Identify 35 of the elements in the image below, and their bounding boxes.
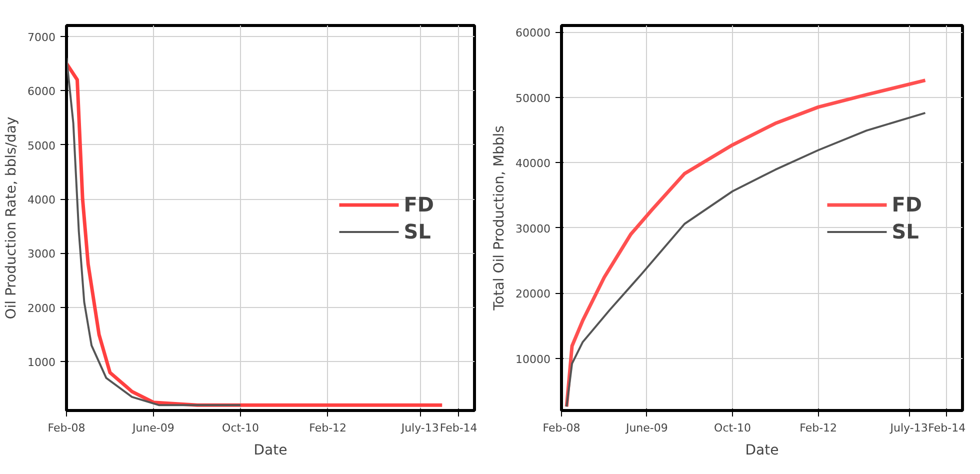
x-tick-label: Feb-12 xyxy=(309,422,347,434)
legend-label: FD xyxy=(892,192,922,216)
x-tick-label: June-09 xyxy=(624,422,668,434)
x-tick-label: Feb-14 xyxy=(440,422,478,434)
x-axis-title: Date xyxy=(254,442,288,458)
x-tick-label: Oct-10 xyxy=(714,422,752,434)
x-tick-label: June-09 xyxy=(131,422,174,434)
y-tick-label: 30000 xyxy=(516,222,551,236)
legend-label: SL xyxy=(404,219,431,243)
x-tick-label: July-13 xyxy=(400,422,439,434)
y-tick-label: 6000 xyxy=(28,85,56,98)
x-tick-label: Feb-08 xyxy=(48,422,86,434)
x-tick-label: Feb-14 xyxy=(928,422,966,434)
legend-label: SL xyxy=(892,219,919,243)
y-tick-label: 20000 xyxy=(516,288,551,301)
y-axis-title: Total Oil Production, Mbbls xyxy=(492,126,508,312)
legend-label: FD xyxy=(404,192,434,216)
x-tick-label: Oct-10 xyxy=(222,422,260,434)
x-tick-label: Feb-08 xyxy=(542,422,580,434)
y-tick-label: 10000 xyxy=(516,352,551,366)
y-tick-label: 4000 xyxy=(28,194,56,207)
line-series xyxy=(66,62,444,407)
y-tick-label: 5000 xyxy=(28,139,56,152)
x-tick-label: Feb-12 xyxy=(800,422,838,434)
y-tick-label: 3000 xyxy=(28,248,56,261)
x-tick-label: July-13 xyxy=(889,422,928,434)
line-series xyxy=(66,57,242,406)
y-tick-label: 7000 xyxy=(28,30,56,44)
y-tick-label: 40000 xyxy=(516,157,551,170)
x-axis-title: Date xyxy=(745,442,779,458)
y-tick-label: 2000 xyxy=(28,302,56,315)
y-tick-label: 60000 xyxy=(516,26,551,40)
y-axis-title: Oil Production Rate, bbls/day xyxy=(4,116,20,320)
y-tick-label: 50000 xyxy=(516,92,551,105)
y-tick-label: 1000 xyxy=(28,356,56,370)
